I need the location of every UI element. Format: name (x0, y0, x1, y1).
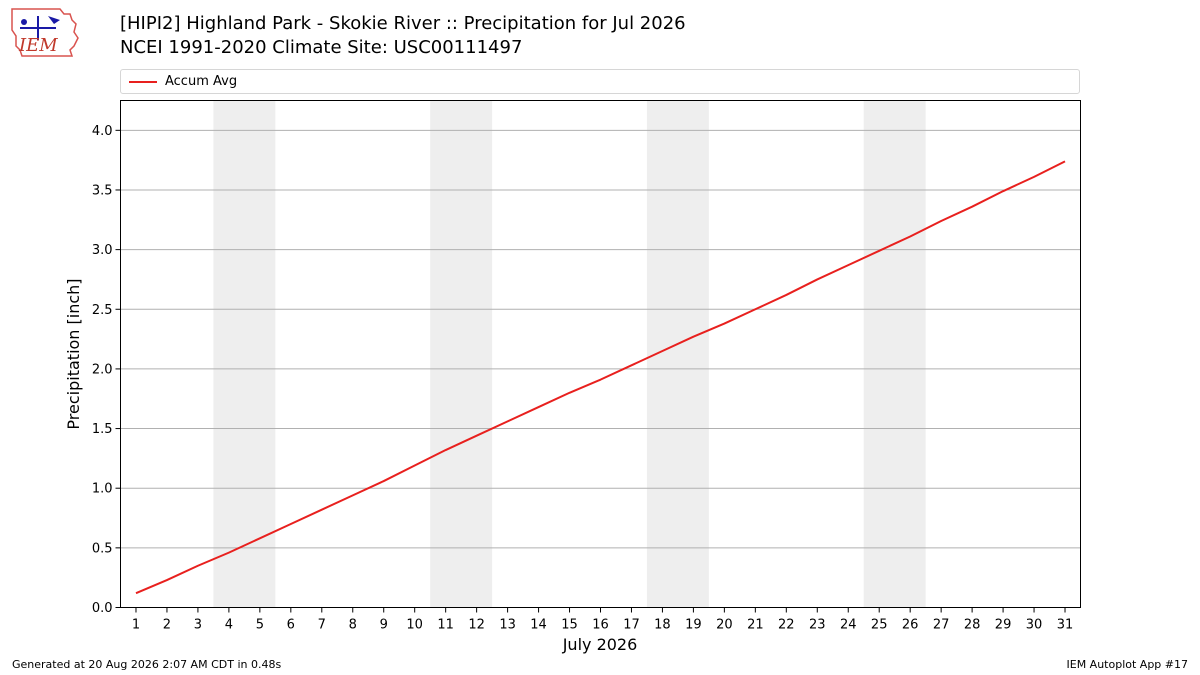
legend-swatch-accum-avg (129, 81, 157, 83)
x-tick-label-15: 15 (561, 618, 578, 633)
x-tick-label-7: 7 (318, 618, 326, 633)
generated-timestamp: Generated at 20 Aug 2026 2:07 AM CDT in … (12, 658, 282, 671)
x-tick-label-30: 30 (1026, 618, 1043, 633)
x-tick-label-6: 6 (287, 618, 295, 633)
iem-logo: IEM (11, 8, 79, 57)
y-tick-label-4.0: 4.0 (92, 124, 113, 139)
x-tick-label-19: 19 (685, 618, 702, 633)
weekend-band-4 (863, 100, 926, 608)
x-tick-label-1: 1 (132, 618, 140, 633)
x-tick-label-11: 11 (437, 618, 454, 633)
legend: Accum Avg (120, 69, 1080, 94)
y-tick-label-2.0: 2.0 (92, 362, 113, 377)
x-tick-label-13: 13 (499, 618, 516, 633)
x-tick-label-3: 3 (194, 618, 202, 633)
x-tick-label-2: 2 (163, 618, 171, 633)
x-tick-label-8: 8 (349, 618, 357, 633)
x-tick-label-17: 17 (623, 618, 640, 633)
x-tick-label-24: 24 (840, 618, 857, 633)
chart-title: [HIPI2] Highland Park - Skokie River :: … (120, 13, 686, 34)
weekend-band-2 (430, 100, 493, 608)
x-tick-label-18: 18 (654, 618, 671, 633)
x-tick-label-16: 16 (592, 618, 609, 633)
x-tick-label-29: 29 (995, 618, 1012, 633)
x-tick-label-12: 12 (468, 618, 485, 633)
weekend-band-1 (213, 100, 276, 608)
legend-label-accum-avg: Accum Avg (165, 74, 238, 89)
chart-subtitle: NCEI 1991-2020 Climate Site: USC00111497 (120, 37, 523, 58)
x-axis-label: July 2026 (562, 635, 638, 654)
y-axis-label: Precipitation [inch] (64, 278, 83, 429)
x-tick-label-23: 23 (809, 618, 826, 633)
y-tick-label-3.5: 3.5 (92, 183, 113, 198)
x-tick-label-10: 10 (406, 618, 423, 633)
x-tick-label-9: 9 (380, 618, 388, 633)
series-line-accum-avg (135, 160, 1066, 595)
x-tick-label-14: 14 (530, 618, 547, 633)
y-tick-label-0.5: 0.5 (92, 541, 113, 556)
y-tick-label-3.0: 3.0 (92, 243, 113, 258)
y-tick-label-1.5: 1.5 (92, 422, 113, 437)
x-tick-label-5: 5 (256, 618, 264, 633)
app-id: IEM Autoplot App #17 (1066, 658, 1189, 671)
x-tick-label-28: 28 (964, 618, 981, 633)
logo-text: IEM (18, 35, 58, 56)
x-tick-label-20: 20 (716, 618, 733, 633)
x-tick-label-21: 21 (747, 618, 764, 633)
x-tick-label-26: 26 (902, 618, 919, 633)
x-tick-label-4: 4 (225, 618, 233, 633)
x-tick-label-31: 31 (1057, 618, 1074, 633)
y-tick-label-1.0: 1.0 (92, 482, 113, 497)
x-tick-label-27: 27 (933, 618, 950, 633)
y-tick-label-0.0: 0.0 (92, 601, 113, 616)
x-tick-label-25: 25 (871, 618, 888, 633)
x-tick-label-22: 22 (778, 618, 795, 633)
y-tick-label-2.5: 2.5 (92, 303, 113, 318)
